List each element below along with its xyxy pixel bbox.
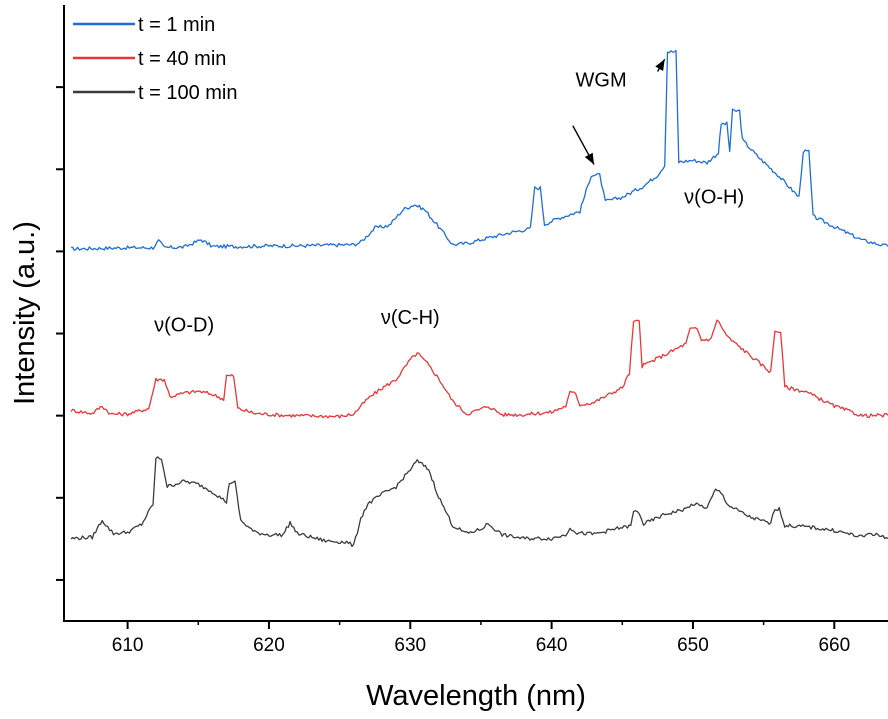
x-tick-label: 660 bbox=[818, 635, 850, 656]
y-axis-label: Intensity (a.u.) bbox=[9, 221, 41, 405]
annotation-label: ν(O-H) bbox=[684, 186, 744, 208]
plot-frame bbox=[63, 5, 888, 622]
annotation-label: ν(C-H) bbox=[381, 307, 440, 329]
x-tick-label: 630 bbox=[394, 635, 426, 656]
arrow-head bbox=[584, 152, 595, 165]
annotation-label: WGM bbox=[576, 69, 627, 91]
legend-label: t = 40 min bbox=[138, 48, 226, 70]
y-ticks bbox=[56, 86, 64, 581]
x-axis-label: Wavelength (nm) bbox=[366, 680, 586, 712]
annotations: WGM ν(O-D) ν(C-H) ν(O-H) bbox=[154, 69, 744, 336]
annotation-label: ν(O-D) bbox=[154, 314, 214, 336]
legend-label: t = 100 min bbox=[138, 82, 238, 104]
x-ticks: 610 620 630 640 650 660 bbox=[112, 621, 850, 656]
arrow-head bbox=[655, 59, 665, 71]
x-tick-label: 650 bbox=[677, 635, 709, 656]
x-tick-label: 620 bbox=[253, 635, 285, 656]
series-line-3 bbox=[70, 456, 888, 548]
series-line-2 bbox=[70, 319, 888, 419]
x-tick-label: 640 bbox=[536, 635, 568, 656]
annotation-arrows bbox=[572, 58, 666, 165]
legend: t = 1 min t = 40 min t = 100 min bbox=[73, 14, 238, 104]
x-tick-label: 610 bbox=[112, 635, 144, 656]
series-lines bbox=[70, 49, 888, 548]
legend-label: t = 1 min bbox=[138, 14, 215, 36]
series-line-1 bbox=[71, 49, 888, 252]
